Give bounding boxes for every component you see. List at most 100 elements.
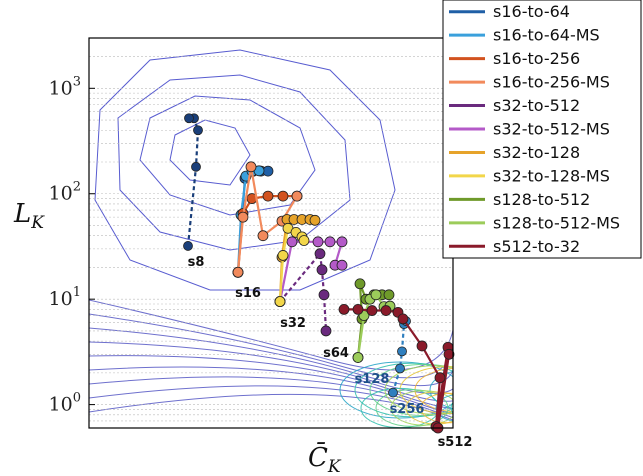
contour-ring-3 bbox=[169, 119, 251, 186]
legend-label-s16-to-64-MS: s16-to-64-MS bbox=[493, 26, 600, 45]
y-axis-label-main: L bbox=[13, 199, 31, 229]
contour-band-7 bbox=[89, 385, 453, 419]
legend-label-s16-to-256: s16-to-256 bbox=[493, 49, 580, 68]
dashed-line-marker bbox=[183, 241, 193, 251]
dashed-line-marker bbox=[397, 346, 407, 357]
y-tick-exponent: 3 bbox=[73, 74, 81, 89]
annotation-s512: s512 bbox=[438, 435, 473, 450]
series-marker-s128-to-512-MS bbox=[352, 352, 364, 363]
y-tick-label: 103 bbox=[49, 74, 81, 99]
x-axis-label: C̄K bbox=[308, 441, 342, 476]
series-marker-s512-to-32 bbox=[352, 303, 364, 315]
annotation-s256: s256 bbox=[390, 402, 425, 417]
y-axis-label: LK bbox=[13, 199, 45, 233]
contour-dense-8 bbox=[375, 389, 449, 427]
series-marker-s16-to-64 bbox=[262, 165, 274, 177]
contour-band-5 bbox=[89, 366, 453, 410]
annotation-s16: s16 bbox=[235, 286, 261, 301]
series-marker-s16-to-256-MS bbox=[237, 211, 249, 223]
y-tick-exponent: 1 bbox=[73, 285, 81, 300]
series-marker-s32-to-512-MS bbox=[336, 236, 348, 248]
legend-label-s32-to-128-MS: s32-to-128-MS bbox=[493, 166, 610, 185]
contour-dense-2 bbox=[369, 363, 453, 417]
contour-band-0 bbox=[89, 299, 453, 371]
x-axis-label-main: C̄ bbox=[308, 441, 328, 473]
contour-ring-2 bbox=[94, 49, 396, 291]
contour-ring-0 bbox=[139, 95, 316, 216]
series-marker-s32-to-512 bbox=[316, 264, 328, 276]
series-marker-s512-to-32 bbox=[416, 340, 428, 352]
series-marker-s128-to-512 bbox=[383, 289, 395, 301]
dashed-line-marker bbox=[184, 113, 194, 124]
contour-dense-9 bbox=[390, 390, 453, 426]
series-marker-s32-to-128 bbox=[309, 214, 321, 226]
plot-background bbox=[89, 38, 453, 428]
annotation-s8: s8 bbox=[188, 255, 205, 270]
y-tick-label: 102 bbox=[49, 180, 81, 205]
series-marker-s32-to-512-MS bbox=[324, 236, 336, 248]
series-marker-s16-to-256-MS bbox=[257, 230, 269, 242]
y-tick-label: 101 bbox=[49, 285, 81, 310]
y-tick-base: 10 bbox=[49, 288, 73, 310]
legend-label-s32-to-512: s32-to-512 bbox=[493, 96, 580, 115]
legend-label-s32-to-128: s32-to-128 bbox=[493, 143, 580, 162]
series-marker-s16-to-256-MS bbox=[232, 266, 244, 278]
y-tick-exponent: 2 bbox=[73, 180, 81, 195]
series-marker-s32-to-128-MS bbox=[277, 250, 289, 261]
contour-dense-11 bbox=[420, 392, 453, 424]
legend: s16-to-64 s16-to-64-MS s16-to-256 s16-to-25… bbox=[442, 0, 642, 259]
series-marker-s512-to-32 bbox=[380, 305, 392, 316]
series-layer bbox=[183, 113, 455, 434]
series-marker-s512-to-32 bbox=[366, 305, 378, 316]
series-marker-s32-to-128-MS bbox=[274, 296, 286, 307]
series-marker-s16-to-256 bbox=[262, 190, 274, 202]
contour-band-2 bbox=[89, 327, 453, 387]
series-marker-s128-to-512-MS bbox=[370, 289, 382, 301]
dashed-line-marker bbox=[388, 387, 398, 398]
legend-label-s32-to-512-MS: s32-to-512-MS bbox=[493, 120, 610, 139]
contour-band-1 bbox=[89, 313, 453, 379]
gridlines bbox=[89, 37, 453, 429]
y-tick-base: 10 bbox=[49, 183, 73, 205]
annotation-s32: s32 bbox=[280, 316, 306, 331]
dashed-line-marker bbox=[193, 125, 203, 136]
series-marker-s32-to-512-MS bbox=[336, 259, 348, 271]
annotation-s128: s128 bbox=[355, 372, 390, 387]
series-marker-s16-to-256-MS bbox=[291, 190, 303, 202]
legend-label-s512-to-32: s512-to-32 bbox=[493, 237, 580, 256]
series-marker-s16-to-256 bbox=[277, 190, 289, 202]
series-marker-s32-to-512 bbox=[318, 289, 330, 301]
legend-label-s128-to-512: s128-to-512 bbox=[493, 190, 590, 209]
y-tick-label: 100 bbox=[49, 391, 81, 416]
legend-label-s128-to-512-MS: s128-to-512-MS bbox=[493, 213, 620, 232]
series-marker-s32-to-512 bbox=[320, 325, 332, 337]
dashed-line-marker bbox=[395, 363, 405, 374]
contour-dense-12 bbox=[435, 394, 453, 422]
series-marker-s512-to-32 bbox=[397, 313, 409, 325]
series-marker-s32-to-512-MS bbox=[286, 236, 298, 248]
dashed-line-0 bbox=[186, 117, 200, 247]
series-marker-s512-to-32 bbox=[443, 348, 455, 360]
legend-label-s16-to-64: s16-to-64 bbox=[493, 2, 570, 21]
contour-ring-1 bbox=[117, 74, 351, 251]
series-marker-s32-to-512-MS bbox=[312, 236, 324, 248]
y-tick-base: 10 bbox=[49, 394, 73, 416]
series-marker-s512-to-32 bbox=[338, 303, 350, 315]
x-axis-label-sub: K bbox=[327, 457, 342, 476]
y-tick-base: 10 bbox=[49, 77, 73, 99]
y-tick-exponent: 0 bbox=[73, 391, 81, 406]
annotation-s64: s64 bbox=[323, 346, 349, 361]
legend-label-s16-to-256-MS: s16-to-256-MS bbox=[493, 73, 610, 92]
series-marker-s512-to-32 bbox=[434, 372, 446, 384]
series-marker-s16-to-256-MS bbox=[245, 161, 257, 173]
plot-area bbox=[89, 38, 453, 428]
contour-dense-6 bbox=[429, 370, 453, 410]
contour-dense-1 bbox=[354, 362, 453, 418]
contour-band-3 bbox=[89, 341, 453, 394]
dashed-line-marker bbox=[191, 161, 201, 172]
y-axis-label-sub: K bbox=[30, 213, 45, 233]
contour-band-4 bbox=[89, 355, 453, 402]
series-marker-s32-to-128-MS bbox=[298, 235, 310, 246]
